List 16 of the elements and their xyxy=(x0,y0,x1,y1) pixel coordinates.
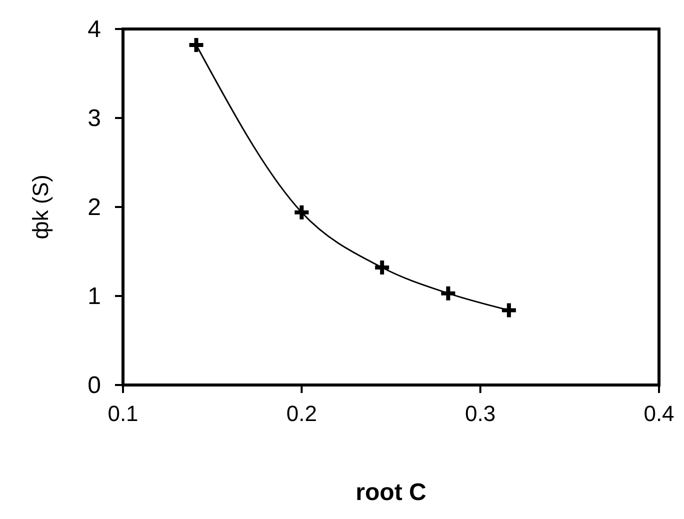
point xyxy=(441,286,456,300)
y-axis-title: фk (S) xyxy=(28,174,53,240)
point xyxy=(375,260,390,275)
x-tick-label: 0.2 xyxy=(286,401,317,426)
x-tick-label: 0.3 xyxy=(465,401,496,426)
point xyxy=(502,303,516,318)
x-axis-title: root C xyxy=(356,479,426,506)
y-tick-label: 4 xyxy=(88,16,101,43)
y-tick-label: 3 xyxy=(88,105,101,132)
point xyxy=(189,38,204,52)
y-tick-label: 1 xyxy=(88,283,101,310)
y-tick-label: 0 xyxy=(88,372,101,399)
x-tick-label: 0.4 xyxy=(644,401,674,426)
x-tick-label: 0.1 xyxy=(108,401,138,426)
point xyxy=(294,205,309,220)
y-tick-label: 2 xyxy=(88,194,101,221)
